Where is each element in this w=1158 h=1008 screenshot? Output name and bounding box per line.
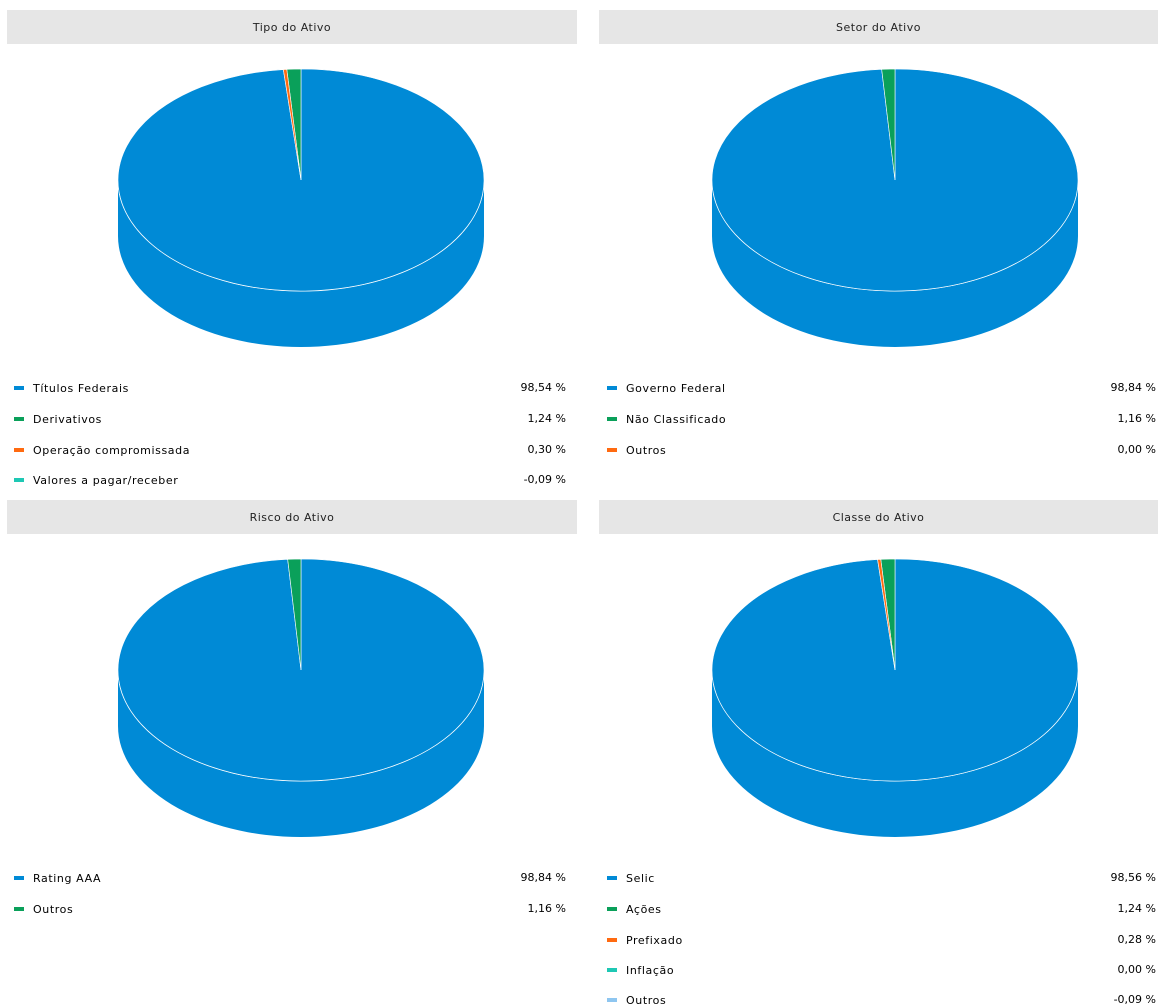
legend-item: Outros (14, 901, 73, 917)
chart-title: Setor do Ativo (599, 10, 1158, 44)
legend-value: 98,56 % (1110, 871, 1156, 884)
legend-label: Ações (626, 902, 662, 916)
legend-value: 0,30 % (527, 443, 566, 456)
legend-swatch (607, 417, 617, 421)
pie-side (712, 180, 1078, 347)
legend-swatch (14, 448, 24, 452)
chart-title: Risco do Ativo (7, 500, 577, 534)
legend-value: 1,24 % (1117, 902, 1156, 915)
legend-value: 1,16 % (1117, 412, 1156, 425)
legend-value: 98,84 % (1110, 381, 1156, 394)
legend-item: Inflação (607, 962, 674, 978)
chart-panel-risco: Risco do Ativo Rating AAA 98,84 % Outros… (0, 490, 579, 1008)
pie-side (712, 670, 1078, 837)
legend-item: Prefixado (607, 932, 683, 948)
chart-title: Classe do Ativo (599, 500, 1158, 534)
legend-swatch (14, 478, 24, 482)
pie-slice (881, 68, 896, 181)
legend-value: -0,09 % (1113, 993, 1156, 1006)
legend-swatch (607, 998, 617, 1002)
legend-value: 98,54 % (520, 381, 566, 394)
chart-panel-setor: Setor do Ativo Governo Federal 98,84 % N… (593, 0, 1158, 490)
legend-label: Inflação (626, 963, 675, 977)
legend-item: Outros (607, 442, 666, 458)
legend-swatch (607, 386, 617, 390)
legend-swatch (607, 968, 617, 972)
pie-side (118, 670, 484, 837)
legend-item: Selic (607, 870, 655, 886)
legend-label: Prefixado (626, 933, 683, 947)
legend-swatch (14, 907, 24, 911)
legend-value: 0,00 % (1117, 963, 1156, 976)
legend-swatch (14, 876, 24, 880)
legend-value: 98,84 % (520, 871, 566, 884)
legend-label: Rating AAA (33, 871, 102, 885)
legend-item: Valores a pagar/receber (14, 472, 178, 488)
chart-panel-tipo: Tipo do Ativo Títulos Federais 98,54 % D… (0, 0, 579, 490)
legend-value: 1,24 % (527, 412, 566, 425)
legend-label: Outros (33, 902, 74, 916)
pie-slice (287, 558, 302, 671)
legend-item: Ações (607, 901, 662, 917)
legend-swatch (607, 448, 617, 452)
pie-chart (711, 558, 1079, 837)
legend-item: Rating AAA (14, 870, 101, 886)
legend-label: Selic (626, 871, 655, 885)
legend-swatch (14, 417, 24, 421)
legend-swatch (607, 876, 617, 880)
legend-label: Valores a pagar/receber (33, 473, 179, 487)
legend-label: Derivativos (33, 412, 103, 426)
pie-side (118, 180, 484, 347)
legend-label: Governo Federal (626, 381, 726, 395)
pie-chart (711, 68, 1079, 347)
pie-chart (117, 558, 485, 837)
legend-item: Títulos Federais (14, 380, 129, 396)
legend-label: Títulos Federais (33, 381, 129, 395)
pie-chart (117, 68, 485, 347)
legend-swatch (607, 907, 617, 911)
legend-item: Operação compromissada (14, 442, 190, 458)
chart-title: Tipo do Ativo (7, 10, 577, 44)
legend-label: Operação compromissada (33, 443, 191, 457)
legend-value: 0,00 % (1117, 443, 1156, 456)
legend-item: Derivativos (14, 411, 102, 427)
legend-label: Não Classificado (626, 412, 727, 426)
legend-item: Não Classificado (607, 411, 726, 427)
pie-slice (877, 559, 896, 671)
legend-swatch (14, 386, 24, 390)
chart-panel-classe: Classe do Ativo Selic 98,56 % Ações 1,24… (593, 490, 1158, 1008)
legend-label: Outros (626, 993, 667, 1007)
legend-value: 1,16 % (527, 902, 566, 915)
legend-value: 0,28 % (1117, 933, 1156, 946)
pie-slice (282, 69, 302, 181)
legend-label: Outros (626, 443, 667, 457)
legend-value: -0,09 % (523, 473, 566, 486)
legend-swatch (607, 938, 617, 942)
legend-item: Outros (607, 992, 666, 1008)
legend-item: Governo Federal (607, 380, 726, 396)
